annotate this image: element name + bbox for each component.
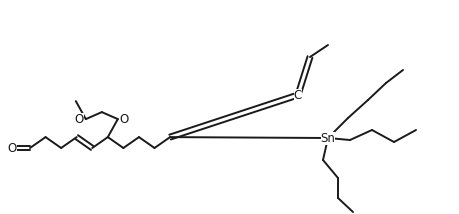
Text: O: O bbox=[119, 113, 129, 126]
Text: Sn: Sn bbox=[320, 131, 335, 144]
Text: C: C bbox=[293, 89, 302, 101]
Text: O: O bbox=[7, 141, 17, 155]
Text: O: O bbox=[74, 113, 84, 126]
